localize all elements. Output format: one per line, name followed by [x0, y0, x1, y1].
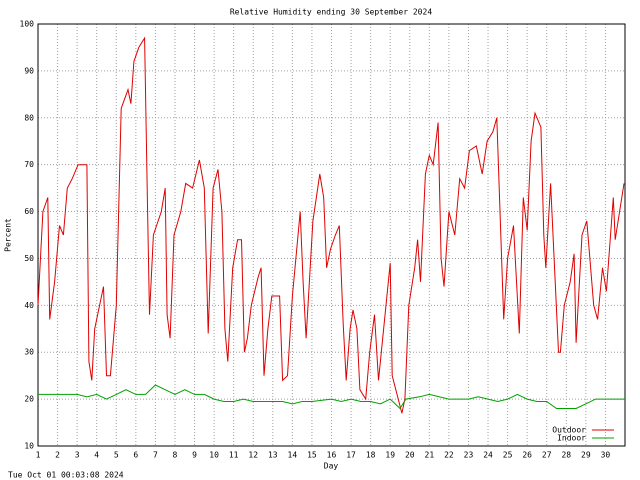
x-tick-label: 13 [268, 451, 278, 460]
x-tick-label: 24 [483, 451, 493, 460]
x-tick-label: 14 [288, 451, 298, 460]
legend-label: Indoor [557, 434, 586, 443]
chart-title: Relative Humidity ending 30 September 20… [230, 8, 432, 17]
y-tick-label: 100 [20, 20, 35, 29]
y-tick-label: 90 [24, 66, 34, 75]
x-axis-label: Day [324, 462, 339, 471]
x-tick-label: 5 [114, 451, 119, 460]
x-tick-label: 30 [601, 451, 611, 460]
plot-frame [37, 23, 626, 447]
legend-label: Outdoor [552, 426, 586, 435]
x-tick-label: 28 [561, 451, 571, 460]
series-line [38, 384, 625, 410]
y-tick-label: 80 [24, 113, 34, 122]
x-tick-label: 8 [173, 451, 178, 460]
x-tick-label: 19 [385, 451, 395, 460]
x-tick-label: 27 [542, 451, 552, 460]
y-tick-label: 20 [24, 395, 34, 404]
x-tick-label: 10 [209, 451, 219, 460]
x-tick-label: 3 [75, 451, 80, 460]
x-tick-label: 26 [522, 451, 532, 460]
x-tick-label: 12 [248, 451, 258, 460]
x-tick-label: 29 [581, 451, 591, 460]
x-tick-label: 15 [307, 451, 317, 460]
y-tick-label: 30 [24, 348, 34, 357]
y-axis-label: Percent [4, 218, 13, 252]
x-tick-label: 11 [229, 451, 239, 460]
x-tick-label: 20 [405, 451, 415, 460]
x-tick-label: 22 [444, 451, 454, 460]
x-tick-label: 4 [94, 451, 99, 460]
x-tick-label: 6 [133, 451, 138, 460]
x-tick-label: 25 [503, 451, 513, 460]
footer-timestamp: Tue Oct 01 00:03:08 2024 [8, 471, 124, 480]
x-tick-label: 18 [366, 451, 376, 460]
y-tick-label: 10 [24, 442, 34, 451]
x-tick-label: 21 [425, 451, 435, 460]
x-tick-label: 17 [346, 451, 356, 460]
y-tick-label: 60 [24, 207, 34, 216]
x-tick-label: 7 [153, 451, 158, 460]
series-line [37, 36, 625, 414]
x-tick-label: 9 [192, 451, 197, 460]
y-tick-label: 40 [24, 301, 34, 310]
y-tick-label: 70 [24, 160, 34, 169]
x-tick-label: 16 [327, 451, 337, 460]
y-tick-label: 50 [24, 254, 34, 263]
x-tick-label: 23 [464, 451, 474, 460]
x-tick-label: 2 [55, 451, 60, 460]
x-tick-label: 1 [36, 451, 41, 460]
